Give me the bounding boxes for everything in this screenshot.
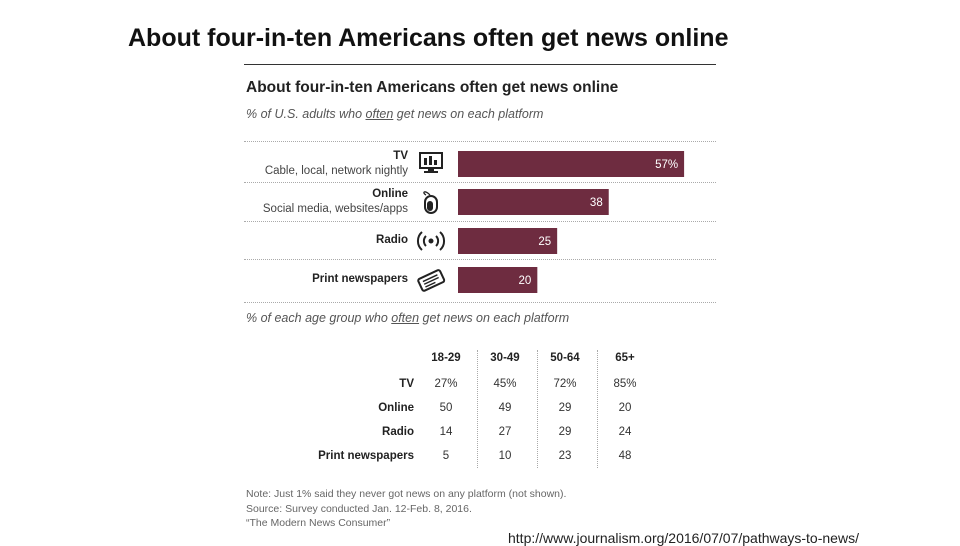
category-label-print: Print newspapers xyxy=(312,273,408,285)
column-divider xyxy=(597,350,598,468)
source-url[interactable]: http://www.journalism.org/2016/07/07/pat… xyxy=(508,530,859,546)
row-separator xyxy=(244,141,716,142)
table-header-cell: 65+ xyxy=(615,352,635,364)
table-cell: 27 xyxy=(498,426,512,438)
table-cell: 48 xyxy=(618,450,632,462)
bar-print-newspapers xyxy=(458,267,538,293)
chart-subtitle: % of U.S. adults who often get news on e… xyxy=(246,107,544,121)
table-cell: 29 xyxy=(558,402,572,414)
table-header-cell: 18-29 xyxy=(431,352,461,364)
slide-title: About four-in-ten Americans often get ne… xyxy=(128,24,729,52)
mouse-icon xyxy=(423,191,438,214)
table-cell: 24 xyxy=(618,426,632,438)
table-cell: 14 xyxy=(439,426,453,438)
table-header-cell: 50-64 xyxy=(550,352,580,364)
category-label-online: Online xyxy=(372,188,408,200)
row-separator xyxy=(244,259,716,260)
source-notes: Note: Just 1% said they never got news o… xyxy=(246,487,566,531)
radio-waves-icon xyxy=(416,231,446,251)
bar-plot: 57% 38 25 20 xyxy=(458,151,685,293)
bar-online xyxy=(458,189,609,215)
bar-radio xyxy=(458,228,558,254)
table-cell: 85% xyxy=(613,378,637,390)
bar-value-label: 25 xyxy=(538,236,551,248)
table-cell: 10 xyxy=(498,450,512,462)
table-row-label: Online xyxy=(378,402,414,414)
category-label-tv: TV xyxy=(393,150,408,162)
table-cell: 27% xyxy=(434,378,458,390)
category-sublabel-online: Social media, websites/apps xyxy=(262,203,408,215)
row-separator xyxy=(244,182,716,183)
row-separator xyxy=(244,221,716,222)
bar-tv xyxy=(458,151,685,177)
category-sublabel-tv: Cable, local, network nightly xyxy=(264,165,408,177)
chart-title: About four-in-ten Americans often get ne… xyxy=(246,79,619,96)
table-cell: 72% xyxy=(553,378,577,390)
table-cell: 49 xyxy=(498,402,512,414)
table-cell: 5 xyxy=(442,450,450,462)
table-row-label: Radio xyxy=(382,426,414,438)
bar-value-label: 57% xyxy=(655,159,678,171)
tv-icon xyxy=(419,152,443,173)
column-divider xyxy=(477,350,478,468)
table-subtitle: % of each age group who often get news o… xyxy=(246,311,570,325)
row-separator xyxy=(244,302,716,303)
chart-card: About four-in-ten Americans often get ne… xyxy=(244,60,718,535)
table-cell: 20 xyxy=(618,402,632,414)
report-line: “The Modern News Consumer” xyxy=(246,517,391,529)
source-line: Source: Survey conducted Jan. 12-Feb. 8,… xyxy=(246,502,472,515)
column-divider xyxy=(537,350,538,468)
table-cell: 29 xyxy=(558,426,572,438)
table-cell: 23 xyxy=(558,450,572,462)
table-cell: 45% xyxy=(493,378,517,390)
bar-value-label: 38 xyxy=(590,197,603,209)
top-rule xyxy=(244,64,716,65)
table-header-cell: 30-49 xyxy=(490,352,520,364)
table-cell: 50 xyxy=(439,402,453,414)
table-row-label: TV xyxy=(399,378,414,390)
table-row-label: Print newspapers xyxy=(318,450,414,462)
category-label-radio: Radio xyxy=(376,234,408,246)
bar-value-label: 20 xyxy=(519,275,532,287)
newspaper-icon xyxy=(417,269,446,292)
note-line: Note: Just 1% said they never got news o… xyxy=(246,488,567,500)
